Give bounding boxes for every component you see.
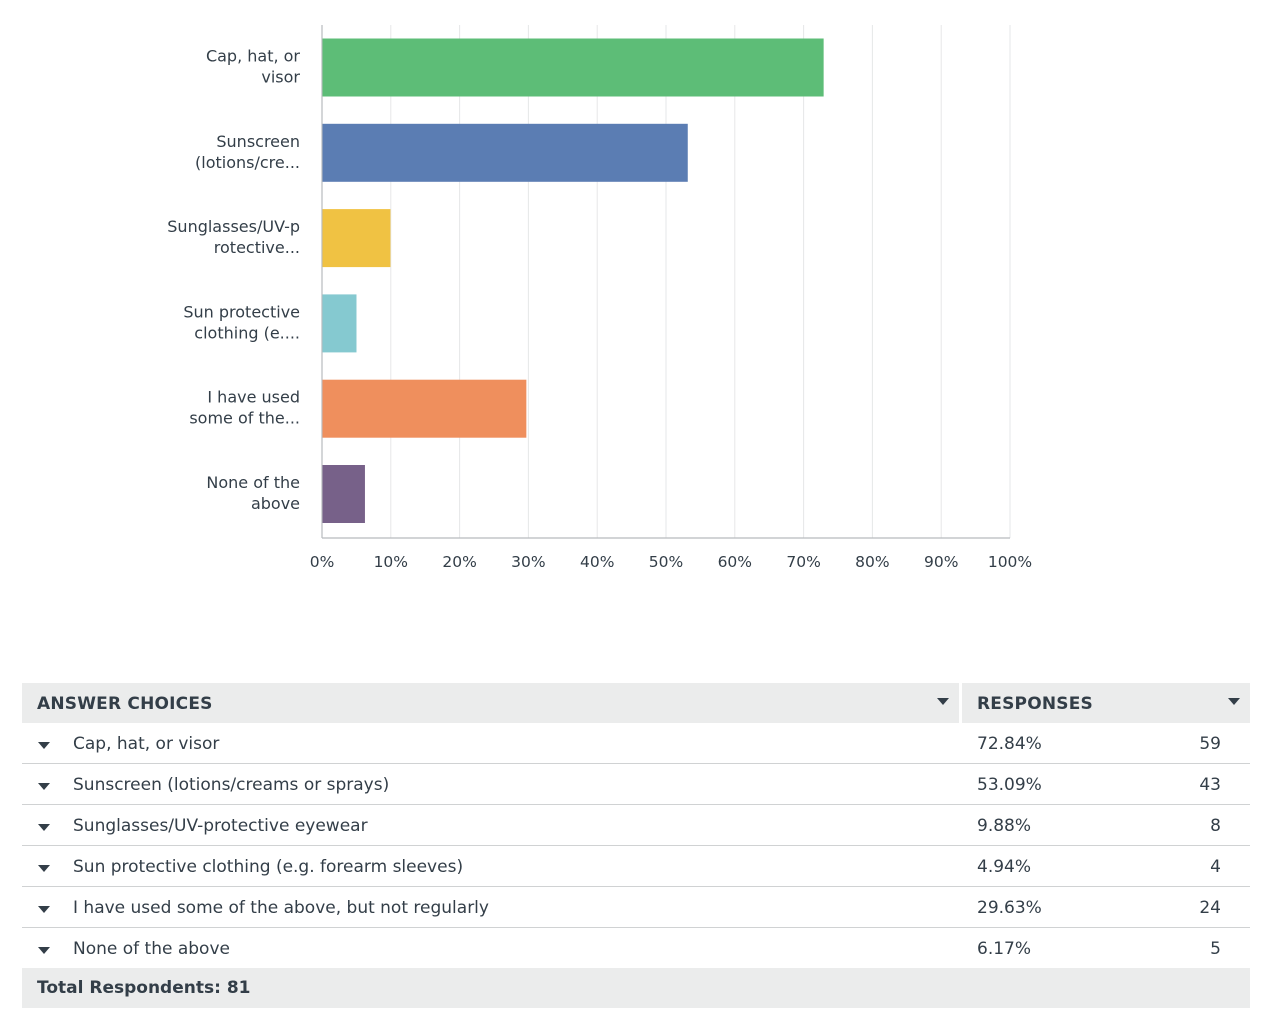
header-divider [959, 683, 962, 723]
x-tick-label: 40% [580, 553, 614, 571]
x-tick-label: 50% [649, 553, 683, 571]
response-count: 5 [1210, 939, 1221, 959]
answer-label: Sunglasses/UV-protective eyewear [73, 816, 368, 836]
response-percent: 29.63% [977, 898, 1042, 918]
answer-choices-header-label: ANSWER CHOICES [37, 694, 213, 714]
category-label: (lotions/cre... [195, 153, 300, 172]
bar [322, 123, 688, 182]
table-row: Sunglasses/UV-protective eyewear 9.88% 8 [22, 805, 1250, 846]
bar [322, 465, 365, 523]
category-label: I have used [207, 388, 300, 407]
table-row: I have used some of the above, but not r… [22, 887, 1250, 928]
responses-sort-caret-icon[interactable] [1228, 698, 1240, 705]
response-count: 4 [1210, 857, 1221, 877]
x-tick-label: 90% [924, 553, 958, 571]
expand-caret-icon[interactable] [38, 824, 50, 831]
response-percent: 72.84% [977, 734, 1042, 754]
expand-caret-icon[interactable] [38, 947, 50, 954]
x-tick-label: 20% [442, 553, 476, 571]
answer-label: I have used some of the above, but not r… [73, 898, 489, 918]
response-count: 59 [1199, 734, 1221, 754]
table-row: Sun protective clothing (e.g. forearm sl… [22, 846, 1250, 887]
category-label: None of the [206, 473, 300, 492]
response-percent: 53.09% [977, 775, 1042, 795]
bar [322, 38, 824, 97]
response-count: 24 [1199, 898, 1221, 918]
responses-header[interactable]: RESPONSES [962, 683, 1250, 723]
x-tick-label: 30% [511, 553, 545, 571]
table-row: Cap, hat, or visor 72.84% 59 [22, 723, 1250, 764]
x-tick-label: 80% [855, 553, 889, 571]
category-label: above [251, 494, 300, 513]
bar [322, 209, 391, 268]
bar-chart: Cap, hat, or visor Sunscreen (lotions/cre..… [167, 25, 1032, 571]
table-header: ANSWER CHOICES RESPONSES [22, 683, 1250, 723]
table-footer: Total Respondents: 81 [22, 968, 1250, 1008]
expand-caret-icon[interactable] [38, 742, 50, 749]
answer-choices-header[interactable]: ANSWER CHOICES [22, 683, 959, 723]
expand-caret-icon[interactable] [38, 783, 50, 790]
bar [322, 294, 357, 353]
x-tick-label: 70% [786, 553, 820, 571]
answer-label: None of the above [73, 939, 230, 959]
responses-header-label: RESPONSES [977, 694, 1093, 714]
expand-caret-icon[interactable] [38, 906, 50, 913]
category-label: visor [261, 68, 300, 87]
response-percent: 4.94% [977, 857, 1032, 877]
response-percent: 6.17% [977, 939, 1032, 959]
answer-label: Sunscreen (lotions/creams or sprays) [73, 775, 390, 795]
x-tick-label: 10% [374, 553, 408, 571]
total-respondents: Total Respondents: 81 [37, 978, 251, 998]
response-count: 8 [1210, 816, 1221, 836]
answer-choices-sort-caret-icon[interactable] [937, 698, 949, 705]
category-label: Sunscreen [216, 132, 300, 151]
table-row: None of the above 6.17% 5 [22, 928, 1250, 968]
response-count: 43 [1199, 775, 1221, 795]
x-tick-label: 0% [310, 553, 335, 571]
answer-table: ANSWER CHOICES RESPONSES Cap, hat, or vi… [22, 683, 1250, 1008]
category-label: clothing (e.... [194, 323, 300, 342]
x-tick-label: 60% [718, 553, 752, 571]
x-tick-label: 100% [988, 553, 1032, 571]
answer-label: Cap, hat, or visor [73, 734, 220, 754]
answer-label: Sun protective clothing (e.g. forearm sl… [73, 857, 464, 877]
bar [322, 379, 527, 438]
table-row: Sunscreen (lotions/creams or sprays) 53.… [22, 764, 1250, 805]
response-percent: 9.88% [977, 816, 1032, 836]
category-label: Cap, hat, or [206, 47, 300, 66]
expand-caret-icon[interactable] [38, 865, 50, 872]
category-label: rotective... [214, 238, 300, 257]
category-label: Sun protective [183, 302, 300, 321]
category-label: Sunglasses/UV-p [167, 217, 300, 236]
category-label: some of the... [189, 409, 300, 428]
